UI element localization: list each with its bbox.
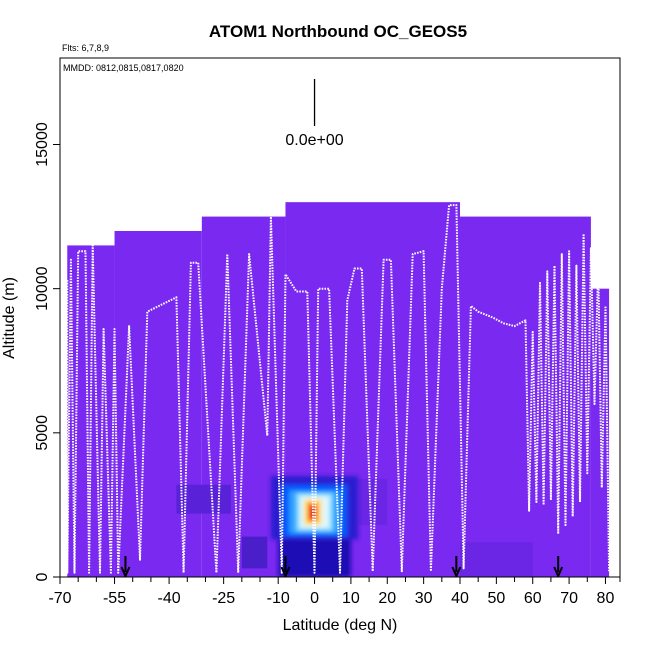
x-tick-label: 50 <box>487 590 505 607</box>
y-axis: 0 5000 10000 15000 <box>34 122 60 581</box>
dark-patch <box>460 542 533 577</box>
dark-patch <box>358 478 388 526</box>
y-tick-label: 10000 <box>34 266 51 311</box>
hotspot-cell <box>309 504 317 520</box>
x-tick-label: 30 <box>415 590 433 607</box>
dates-label: MMDD: 0812,0815,0817,0820 <box>63 63 184 73</box>
plot-area <box>66 202 611 577</box>
x-tick-label: 70 <box>560 590 578 607</box>
x-axis: -70 -55 -40 -25 -10 0 10 20 30 40 50 60 70 80 <box>48 577 621 607</box>
x-tick-label: 20 <box>378 590 396 607</box>
x-tick-label: 10 <box>342 590 360 607</box>
x-tick-label: 40 <box>451 590 469 607</box>
location-arrows <box>120 556 564 577</box>
location-arrow-head <box>451 566 462 577</box>
plot-frame <box>59 57 621 578</box>
x-tick-label: 60 <box>524 590 542 607</box>
location-arrow-head <box>280 566 291 577</box>
x-tick-label: 0 <box>310 590 319 607</box>
y-axis-label: Altitude (m) <box>1 277 18 359</box>
x-axis-label: Latitude (deg N) <box>283 617 398 634</box>
y-tick-label: 0 <box>34 572 51 581</box>
y-tick-label: 15000 <box>34 122 51 167</box>
flights-label: Flts: 6,7,8,9 <box>62 43 109 53</box>
x-tick-label: -25 <box>212 590 235 607</box>
x-tick-label: -55 <box>103 590 126 607</box>
x-tick-label: 80 <box>597 590 615 607</box>
chart-title: ATOM1 Northbound OC_GEOS5 <box>209 22 467 41</box>
location-arrow-head <box>120 566 131 577</box>
heat-column <box>114 231 202 577</box>
flight-track-group <box>66 204 611 574</box>
x-tick-label: -40 <box>158 590 181 607</box>
scale-marker-label: 0.0e+00 <box>285 132 343 149</box>
y-tick-label: 5000 <box>34 415 51 451</box>
location-arrow-head <box>553 566 564 577</box>
x-tick-label: -70 <box>48 590 71 607</box>
flight-track <box>66 204 611 574</box>
dark-patch <box>241 536 268 569</box>
x-tick-label: -10 <box>267 590 290 607</box>
